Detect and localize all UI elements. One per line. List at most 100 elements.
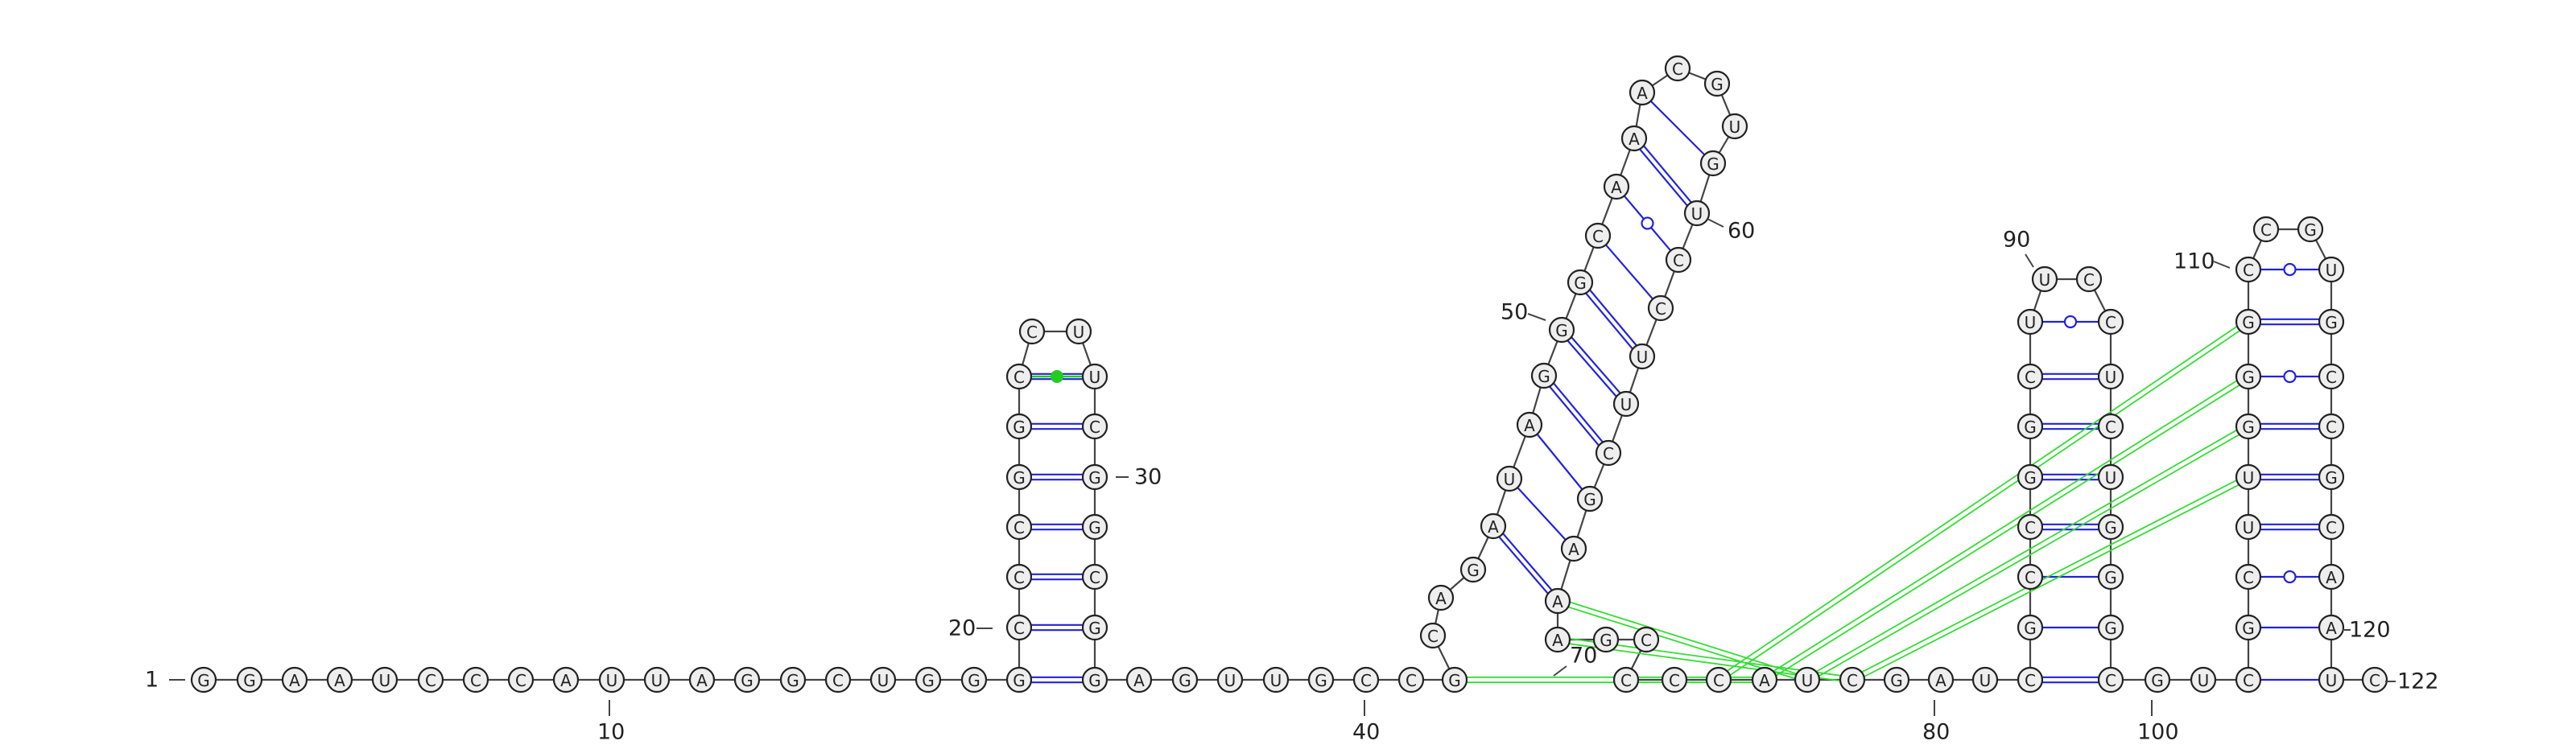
nucleotide: U xyxy=(2097,363,2124,390)
nucleotide: C xyxy=(1419,622,1447,649)
nucleotide-letter: U xyxy=(1224,671,1236,690)
nucleotide: C xyxy=(1633,626,1660,653)
nucleotide: C xyxy=(1612,666,1640,693)
label-80: 80 xyxy=(1922,720,1950,745)
nucleotide-letter: C xyxy=(1655,299,1666,319)
nucleotide-circle xyxy=(2235,363,2262,390)
nucleotide: G xyxy=(733,666,761,693)
nucleotide-letter: G xyxy=(1088,671,1101,690)
nucleotide-circle xyxy=(2097,563,2124,591)
nucleotide-letter: A xyxy=(1759,671,1770,690)
nucleotide-circle xyxy=(1125,666,1153,693)
nucleotide-letter: U xyxy=(606,671,618,690)
nucleotide-letter: C xyxy=(1406,671,1417,690)
nucleotide-letter: C xyxy=(1669,671,1680,690)
nucleotide: U xyxy=(2017,308,2044,335)
nucleotide-circle xyxy=(1427,584,1455,611)
nucleotide: A xyxy=(281,666,308,693)
nucleotide-circle xyxy=(1005,666,1033,693)
nucleotide-circle xyxy=(1620,125,1648,152)
nucleotide-circle xyxy=(2097,614,2124,641)
nucleotide-circle xyxy=(1612,666,1640,693)
nucleotide-letter: C xyxy=(1013,518,1025,537)
nucleotide-circle xyxy=(2017,666,2044,693)
base-pair-canonical xyxy=(1567,340,1617,397)
nucleotide-letter: U xyxy=(2025,313,2037,332)
nucleotide-letter: C xyxy=(1089,418,1100,437)
nucleotide: G xyxy=(914,666,942,693)
nucleotide-letter: A xyxy=(334,671,345,690)
nucleotide-letter: G xyxy=(2325,468,2338,488)
nucleotide: G xyxy=(1548,316,1575,344)
nucleotide-circle xyxy=(1081,614,1108,641)
nucleotide: G xyxy=(1703,70,1731,97)
nucleotide: G xyxy=(2097,563,2124,591)
nucleotide-circle xyxy=(869,666,897,693)
base-pair-canonical xyxy=(1639,148,1688,207)
nucleotide-letter: U xyxy=(2105,368,2117,387)
nucleotide: A xyxy=(1427,584,1455,611)
nucleotide-circle xyxy=(1560,535,1587,562)
base-pair-pk xyxy=(1775,384,2240,677)
nucleotide-circle xyxy=(1005,463,1033,491)
nucleotide-letter: U xyxy=(1979,671,1992,690)
label-120: 120 xyxy=(2349,618,2391,643)
wobble-pair-marker xyxy=(1641,216,1654,230)
nucleotide: A xyxy=(1480,512,1507,540)
nucleotide: A xyxy=(2318,614,2345,641)
nucleotide-letter: G xyxy=(1448,671,1461,690)
nucleotide-letter: A xyxy=(696,671,708,690)
label-110-tick xyxy=(2213,261,2231,269)
label-70: 70 xyxy=(1570,644,1597,669)
nucleotide: A xyxy=(552,666,580,693)
nucleotide: U xyxy=(1721,113,1748,140)
nucleotide: U xyxy=(1612,390,1640,418)
nucleotide-letter: A xyxy=(560,671,572,690)
nucleotide-letter: C xyxy=(1603,444,1614,463)
nucleotide-circle xyxy=(1699,150,1727,177)
nucleotide-circle xyxy=(1548,316,1575,344)
nucleotide: A xyxy=(1927,666,1955,693)
nucleotide-circle xyxy=(2235,308,2262,335)
nucleotide: A xyxy=(1620,125,1648,152)
nucleotide: G xyxy=(779,666,807,693)
nucleotide-circle xyxy=(1647,294,1674,322)
nucleotide: A xyxy=(1516,411,1543,438)
nucleotide-letter: A xyxy=(1637,84,1648,103)
nucleotide: C xyxy=(1352,666,1380,693)
nucleotide-letter: C xyxy=(1713,671,1724,690)
nucleotide-circle xyxy=(1751,666,1778,693)
nucleotide-letter: G xyxy=(2151,671,2164,690)
nucleotide: C xyxy=(2097,308,2124,335)
nucleotide-circle xyxy=(2235,614,2262,641)
nucleotide-letter: G xyxy=(1538,367,1550,386)
nucleotide: U xyxy=(2031,265,2058,293)
nucleotide-circle xyxy=(1005,363,1033,390)
label-90: 90 xyxy=(2003,228,2030,253)
nucleotide: C xyxy=(824,666,852,693)
nucleotide: U xyxy=(1262,666,1290,693)
nucleotide-letter: G xyxy=(197,671,210,690)
nucleotide-circle xyxy=(1480,512,1507,540)
nucleotide: G xyxy=(1081,513,1108,541)
label-40: 40 xyxy=(1352,720,1380,745)
nucleotide-letter: G xyxy=(1707,154,1719,174)
nucleotide-letter: C xyxy=(1620,671,1632,690)
base-pair-canonical xyxy=(1502,533,1553,591)
nucleotide-circle xyxy=(1971,666,1999,693)
nucleotide: C xyxy=(1839,666,1866,693)
nucleotide: C xyxy=(2235,563,2262,591)
nucleotide-circle xyxy=(1664,55,1691,82)
nucleotide-letter: A xyxy=(1552,631,1563,650)
nucleotide-letter: C xyxy=(2025,671,2036,690)
nucleotide: C xyxy=(1005,614,1033,641)
nucleotide-circle xyxy=(1530,362,1558,389)
nucleotide-letter: G xyxy=(1315,671,1327,690)
nucleotide-letter: G xyxy=(922,671,935,690)
nucleotide: C xyxy=(2017,513,2044,541)
nucleotide-letter: G xyxy=(2104,518,2117,537)
nucleotide-circle xyxy=(1352,666,1380,693)
nucleotide: G xyxy=(2097,513,2124,541)
base-pair-pk xyxy=(1729,330,2240,676)
nucleotide-letter: U xyxy=(2105,468,2117,488)
